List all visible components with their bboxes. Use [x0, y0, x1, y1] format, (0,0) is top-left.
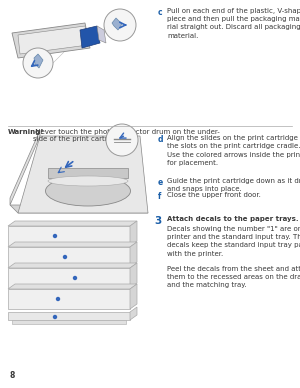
Polygon shape: [8, 284, 137, 289]
Polygon shape: [10, 205, 148, 213]
Text: e: e: [158, 178, 163, 187]
Circle shape: [106, 124, 138, 156]
Polygon shape: [8, 242, 137, 247]
Polygon shape: [130, 284, 137, 309]
Text: Pull on each end of the plastic, V-shaped
piece and then pull the packaging mate: Pull on each end of the plastic, V-shape…: [167, 8, 300, 39]
Polygon shape: [8, 221, 137, 226]
Circle shape: [73, 276, 77, 280]
Text: 8: 8: [10, 371, 15, 380]
Polygon shape: [8, 289, 130, 309]
Polygon shape: [8, 312, 130, 320]
Circle shape: [53, 234, 57, 238]
Polygon shape: [8, 263, 137, 268]
Text: side of the print cartridge.: side of the print cartridge.: [33, 136, 125, 142]
Polygon shape: [8, 226, 130, 246]
Ellipse shape: [48, 176, 128, 186]
Circle shape: [63, 255, 67, 259]
Polygon shape: [112, 18, 122, 30]
Polygon shape: [8, 247, 130, 267]
Polygon shape: [12, 23, 90, 58]
Circle shape: [53, 315, 57, 319]
Polygon shape: [18, 136, 148, 213]
Text: Attach decals to the paper trays.: Attach decals to the paper trays.: [167, 216, 298, 222]
Text: f: f: [158, 192, 161, 201]
Text: c: c: [158, 8, 163, 17]
Polygon shape: [48, 168, 128, 178]
Polygon shape: [34, 54, 43, 68]
Text: Align the slides on the print cartridge with
the slots on the print cartridge cr: Align the slides on the print cartridge …: [167, 135, 300, 166]
Text: d: d: [158, 135, 164, 144]
Polygon shape: [18, 26, 88, 54]
Circle shape: [56, 297, 60, 301]
Text: Decals showing the number "1" are on your
printer and the standard input tray. T: Decals showing the number "1" are on you…: [167, 226, 300, 257]
Text: 3: 3: [154, 216, 161, 226]
Polygon shape: [130, 307, 137, 320]
Text: Peel the decals from the sheet and attach
them to the recessed areas on the draw: Peel the decals from the sheet and attac…: [167, 266, 300, 289]
Polygon shape: [130, 242, 137, 267]
Circle shape: [23, 48, 53, 78]
Polygon shape: [8, 268, 130, 288]
Circle shape: [104, 9, 136, 41]
Text: Warning!: Warning!: [8, 129, 44, 135]
Polygon shape: [97, 26, 106, 43]
Text: Never touch the photoconductor drum on the under-: Never touch the photoconductor drum on t…: [33, 129, 220, 135]
Polygon shape: [130, 221, 137, 246]
Text: Guide the print cartridge down as it drops
and snaps into place.: Guide the print cartridge down as it dro…: [167, 178, 300, 192]
Polygon shape: [12, 320, 126, 324]
Ellipse shape: [46, 176, 130, 206]
Polygon shape: [10, 130, 40, 205]
Polygon shape: [130, 263, 137, 288]
Polygon shape: [80, 26, 100, 48]
Text: Close the upper front door.: Close the upper front door.: [167, 192, 261, 198]
